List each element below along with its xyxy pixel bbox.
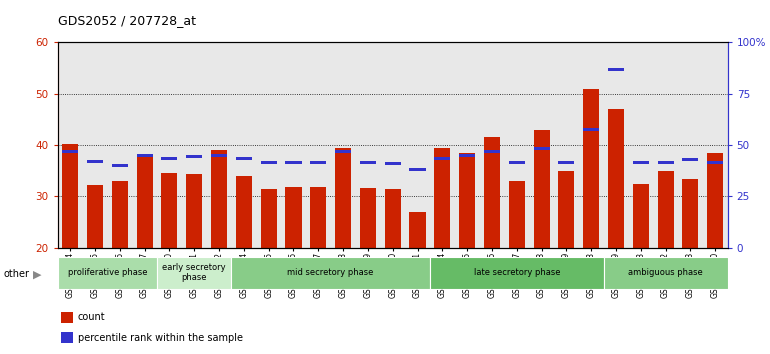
Bar (310, 161, 326, 164)
Bar (509, 161, 525, 164)
Text: mid secretory phase: mid secretory phase (287, 268, 374, 277)
Bar (112, 164, 128, 167)
Text: count: count (78, 312, 105, 322)
Bar (682, 178, 698, 248)
Text: late secretory phase: late secretory phase (474, 268, 560, 277)
Bar (232, 257, 430, 289)
Bar (633, 184, 649, 248)
Bar (633, 161, 649, 164)
Bar (608, 68, 624, 71)
Bar (583, 128, 599, 131)
Bar (658, 171, 674, 248)
Bar (707, 153, 723, 248)
Bar (112, 181, 128, 248)
Bar (360, 161, 376, 164)
Bar (186, 175, 203, 248)
Text: other: other (4, 269, 30, 279)
Text: proliferative phase: proliferative phase (68, 268, 147, 277)
Bar (310, 187, 326, 248)
Bar (459, 153, 475, 248)
Bar (211, 154, 227, 157)
Bar (682, 158, 698, 161)
Text: ambiguous phase: ambiguous phase (628, 268, 703, 277)
Bar (608, 109, 624, 248)
Bar (286, 187, 302, 248)
Bar (484, 150, 500, 153)
Bar (136, 155, 152, 248)
Text: ▶: ▶ (33, 269, 42, 279)
Bar (211, 150, 227, 248)
Bar (58, 257, 157, 289)
Bar (136, 154, 152, 157)
Bar (61, 312, 73, 323)
Bar (604, 257, 728, 289)
Bar (236, 157, 252, 160)
Bar (459, 154, 475, 157)
Bar (558, 171, 574, 248)
Bar (260, 189, 276, 248)
Bar (162, 173, 177, 248)
Bar (410, 212, 426, 248)
Bar (236, 176, 252, 248)
Bar (87, 185, 103, 248)
Bar (534, 147, 550, 150)
Bar (157, 257, 232, 289)
Bar (410, 168, 426, 171)
Bar (260, 161, 276, 164)
Bar (61, 332, 73, 343)
Bar (658, 161, 674, 164)
Bar (360, 188, 376, 248)
Bar (385, 162, 400, 165)
Text: early secretory
phase: early secretory phase (162, 263, 226, 282)
Bar (430, 257, 604, 289)
Bar (534, 130, 550, 248)
Text: percentile rank within the sample: percentile rank within the sample (78, 332, 243, 343)
Bar (62, 144, 79, 248)
Bar (335, 148, 351, 248)
Bar (583, 89, 599, 248)
Bar (87, 160, 103, 163)
Bar (434, 157, 450, 160)
Bar (509, 181, 525, 248)
Bar (484, 137, 500, 248)
Bar (62, 150, 79, 153)
Bar (385, 189, 400, 248)
Bar (162, 157, 177, 160)
Bar (335, 150, 351, 153)
Text: GDS2052 / 207728_at: GDS2052 / 207728_at (58, 14, 196, 27)
Bar (558, 161, 574, 164)
Bar (707, 161, 723, 164)
Bar (186, 155, 203, 158)
Bar (434, 148, 450, 248)
Bar (286, 161, 302, 164)
